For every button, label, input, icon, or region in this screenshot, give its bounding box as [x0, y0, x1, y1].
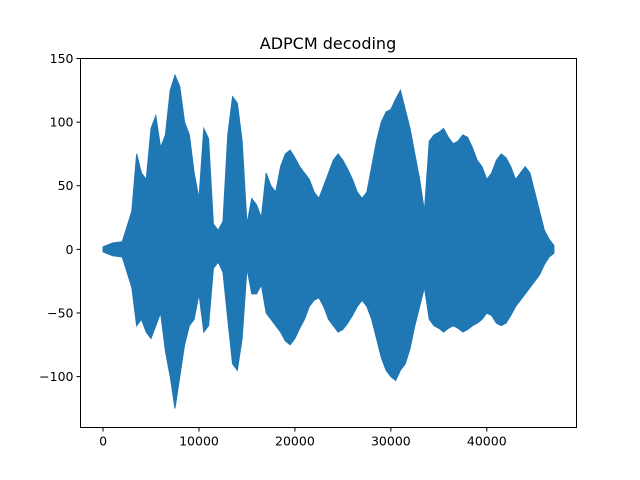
y-tick-label-0: −100	[39, 369, 73, 384]
y-axis: −100 −50 0 50 100 150	[39, 51, 81, 384]
y-tick-label-3: 50	[58, 178, 74, 193]
x-tick-label-2: 20000	[275, 434, 315, 449]
x-tick-label-1: 10000	[179, 434, 219, 449]
x-tick-label-3: 30000	[371, 434, 411, 449]
y-tick-label-1: −50	[47, 305, 73, 320]
plot-layer	[102, 73, 555, 409]
y-tick-label-2: 0	[66, 242, 74, 257]
y-tick-label-5: 150	[50, 51, 74, 66]
chart-title: ADPCM decoding	[260, 34, 396, 53]
plot-frame	[80, 58, 577, 428]
x-tick-label-4: 40000	[467, 434, 507, 449]
waveform-line-0	[103, 94, 554, 402]
waveform-strokes-0	[103, 94, 554, 402]
x-tick-label-0: 0	[99, 434, 107, 449]
y-tick-label-4: 100	[50, 115, 74, 130]
x-axis: 0 10000 20000 30000 40000	[99, 427, 507, 449]
